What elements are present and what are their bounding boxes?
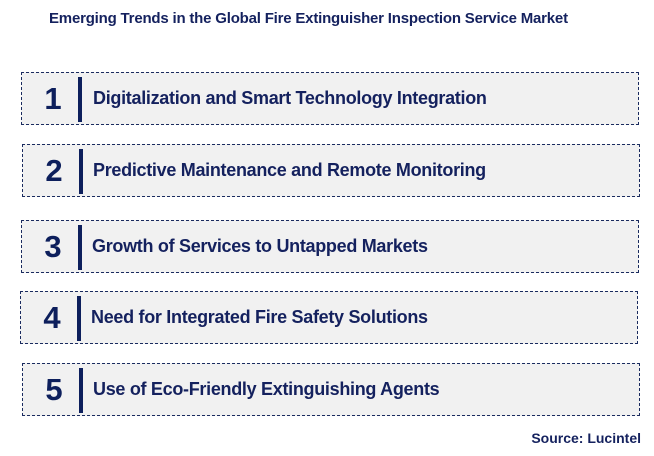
trend-number: 5: [45, 372, 63, 407]
divider-bar: [78, 225, 82, 270]
divider-bar: [77, 296, 81, 341]
trend-label: Digitalization and Smart Technology Inte…: [93, 88, 487, 108]
divider-bar: [79, 149, 83, 194]
divider-bar: [78, 77, 82, 122]
trend-number: 3: [44, 229, 62, 264]
trend-number: 4: [43, 300, 61, 335]
trend-label: Predictive Maintenance and Remote Monito…: [93, 160, 486, 180]
diagram-title-text: Emerging Trends in the Global Fire Extin…: [49, 10, 568, 27]
trend-item-2: 2 Predictive Maintenance and Remote Moni…: [22, 144, 640, 197]
divider-bar: [79, 368, 83, 413]
trend-label: Need for Integrated Fire Safety Solution…: [91, 307, 428, 327]
trend-item-5: 5 Use of Eco-Friendly Extinguishing Agen…: [22, 363, 640, 416]
trend-item-1: 1 Digitalization and Smart Technology In…: [21, 72, 639, 125]
trend-label: Growth of Services to Untapped Markets: [92, 236, 428, 256]
trend-number: 2: [45, 153, 63, 188]
trend-item-3: 3 Growth of Services to Untapped Markets: [21, 220, 639, 273]
trend-label: Use of Eco-Friendly Extinguishing Agents: [93, 379, 440, 399]
trend-item-4: 4 Need for Integrated Fire Safety Soluti…: [20, 291, 638, 344]
source-credit: Source: Lucintel: [531, 430, 641, 446]
trend-number: 1: [44, 81, 62, 116]
